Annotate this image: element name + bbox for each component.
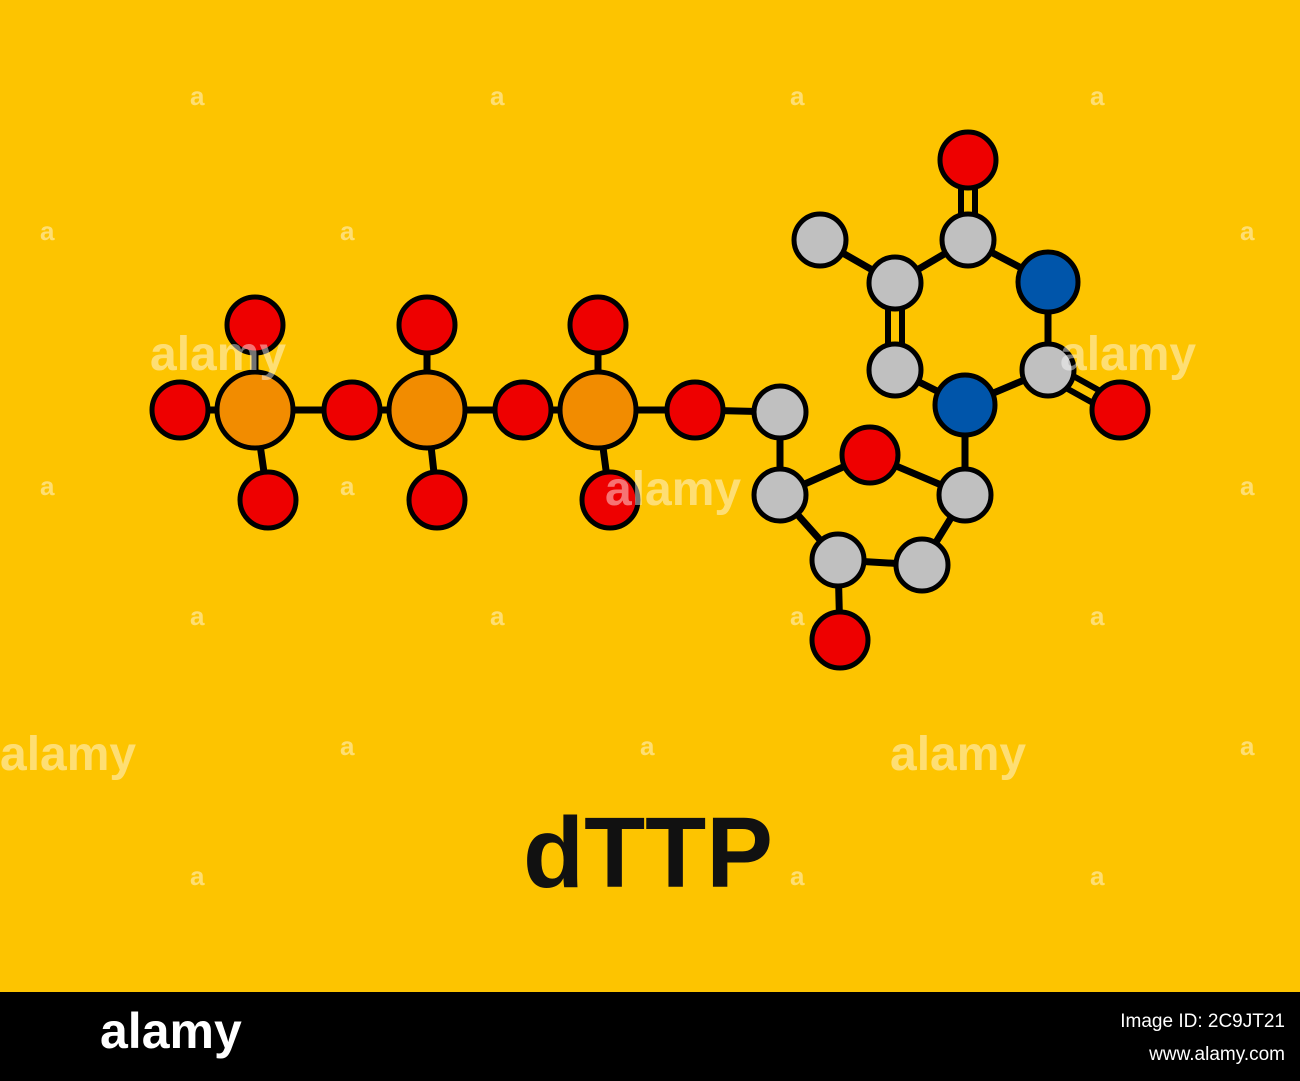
atom [939, 211, 997, 269]
molecule-title: dTTP [523, 797, 773, 909]
watermark-mark: a [1090, 601, 1105, 631]
watermark-brand: alamy [890, 728, 1026, 781]
atom [791, 211, 849, 269]
atom [224, 294, 286, 356]
atom [751, 466, 809, 524]
atom [809, 609, 871, 671]
watermark-brand: alamy [150, 328, 286, 381]
watermark-mark: a [790, 601, 805, 631]
atom [936, 466, 994, 524]
watermark-mark: a [340, 471, 355, 501]
atom [809, 531, 867, 589]
atom [321, 379, 383, 441]
watermark-mark: a [40, 471, 55, 501]
atom [932, 372, 998, 438]
watermark-mark: a [1090, 81, 1105, 111]
atom [406, 469, 468, 531]
watermark-mark: a [790, 81, 805, 111]
atom [893, 536, 951, 594]
atom [664, 379, 726, 441]
atom [149, 379, 211, 441]
image-id: Image ID: 2C9JT21 [1120, 1011, 1285, 1032]
footer-bar [0, 992, 1300, 1081]
footer-brand: alamy [100, 1003, 242, 1059]
atom [237, 469, 299, 531]
atom [839, 424, 901, 486]
watermark-mark: a [190, 81, 205, 111]
watermark-brand: alamy [1060, 328, 1196, 381]
atom [1019, 341, 1077, 399]
atom [1015, 249, 1081, 315]
atom [1089, 379, 1151, 441]
watermark-mark: a [40, 216, 55, 246]
watermark-mark: a [1240, 731, 1255, 761]
watermark-brand: alamy [605, 463, 741, 516]
atom [751, 383, 809, 441]
footer-url: www.alamy.com [1148, 1044, 1285, 1065]
watermark-mark: a [790, 861, 805, 891]
atom [396, 294, 458, 356]
atoms [149, 129, 1151, 671]
watermark-mark: a [190, 601, 205, 631]
atom [492, 379, 554, 441]
watermark-mark: a [1240, 216, 1255, 246]
watermark-mark: a [340, 731, 355, 761]
atom [214, 369, 296, 451]
watermark-mark: a [490, 81, 505, 111]
atom [567, 294, 629, 356]
watermark-mark: a [190, 861, 205, 891]
watermark-mark: a [1090, 861, 1105, 891]
atom [557, 369, 639, 451]
watermark-brand: alamy [0, 728, 136, 781]
watermark-mark: a [1240, 471, 1255, 501]
watermark-mark: a [490, 601, 505, 631]
atom [866, 341, 924, 399]
watermarks: alamy alamy alamy alamy alamy a a a a a a a a a a a a a a a… [0, 81, 1255, 891]
atom [386, 369, 468, 451]
watermark-mark: a [340, 216, 355, 246]
atom [937, 129, 999, 191]
watermark-mark: a [640, 731, 655, 761]
atom [866, 254, 924, 312]
atom [579, 469, 641, 531]
